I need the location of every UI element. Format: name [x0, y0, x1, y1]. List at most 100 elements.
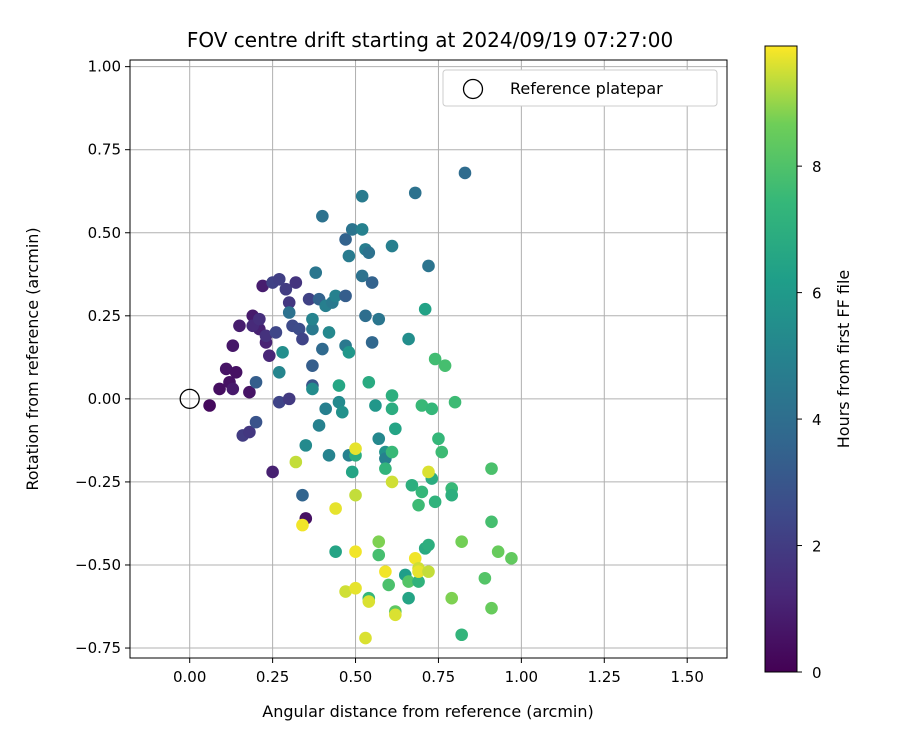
- data-point: [408, 552, 422, 565]
- data-point: [435, 445, 449, 459]
- data-point: [279, 282, 293, 296]
- data-point: [306, 382, 319, 396]
- data-point: [349, 545, 362, 558]
- data-point: [306, 312, 319, 326]
- x-tick-label: 0.25: [256, 668, 289, 686]
- data-point: [339, 233, 352, 246]
- data-point: [332, 395, 346, 409]
- data-point: [345, 223, 359, 236]
- colorbar-gradient: [764, 45, 798, 673]
- x-tick-label: 1.25: [588, 668, 621, 686]
- data-point: [355, 269, 369, 283]
- data-point: [299, 439, 313, 452]
- data-point: [296, 488, 309, 502]
- data-point: [233, 319, 246, 333]
- legend-hollow-circle-icon: [462, 78, 484, 100]
- data-point: [355, 223, 369, 236]
- data-point: [296, 518, 309, 532]
- data-point: [226, 339, 240, 353]
- data-point: [405, 478, 419, 492]
- data-point: [302, 292, 316, 306]
- data-point: [322, 326, 336, 339]
- data-point: [259, 329, 273, 343]
- data-point: [415, 485, 429, 499]
- x-axis-label: Angular distance from reference (arcmin): [262, 702, 593, 721]
- data-point: [342, 249, 356, 263]
- y-tick-label: 0.00: [88, 390, 121, 408]
- data-point: [289, 276, 303, 289]
- data-point: [282, 296, 296, 309]
- data-point: [408, 186, 422, 200]
- data-point: [272, 365, 286, 379]
- data-point: [306, 359, 319, 372]
- colorbar-tick-label: 4: [812, 411, 822, 429]
- data-point: [329, 545, 342, 558]
- data-point: [329, 502, 342, 515]
- data-point: [276, 346, 289, 359]
- legend-box: [442, 69, 718, 107]
- data-point: [292, 322, 306, 336]
- data-point: [415, 399, 429, 412]
- y-tick-label: −0.25: [75, 473, 121, 491]
- data-point: [379, 565, 392, 578]
- data-point: [385, 389, 399, 402]
- y-tick-label: −0.50: [75, 556, 121, 574]
- reference-marker-group: [179, 388, 200, 410]
- data-point: [226, 382, 240, 396]
- data-point: [329, 289, 342, 303]
- data-point: [478, 571, 492, 585]
- colorbar-tick-label: 8: [812, 158, 822, 176]
- data-point: [485, 515, 498, 529]
- data-point: [349, 488, 362, 502]
- data-point: [372, 432, 386, 446]
- chart-title: FOV centre drift starting at 2024/09/19 …: [187, 28, 673, 52]
- data-point: [362, 246, 376, 259]
- data-point: [203, 399, 216, 412]
- data-point: [425, 402, 439, 416]
- data-point: [249, 415, 263, 429]
- data-point: [422, 538, 435, 552]
- x-axis-ticks: 0.00 0.25 0.50 0.75 1.00 1.25 1.50: [173, 658, 704, 686]
- data-point: [428, 495, 442, 509]
- data-point: [296, 332, 309, 346]
- data-point: [253, 312, 266, 326]
- data-point: [309, 266, 323, 279]
- data-point: [312, 419, 326, 432]
- data-point: [382, 578, 396, 592]
- data-point: [412, 498, 425, 512]
- data-point: [243, 385, 256, 399]
- data-point: [332, 379, 346, 392]
- data-point: [445, 591, 459, 605]
- data-point: [282, 392, 296, 406]
- data-point: [385, 445, 399, 459]
- data-point: [402, 591, 415, 605]
- y-axis-label: Rotation from reference (arcmin): [23, 227, 42, 490]
- data-point: [263, 349, 276, 362]
- data-point: [322, 449, 336, 462]
- data-point: [272, 272, 286, 286]
- data-point: [339, 289, 352, 303]
- data-point: [269, 326, 283, 339]
- data-point: [365, 276, 379, 289]
- data-point: [432, 432, 445, 446]
- data-point: [422, 465, 435, 479]
- data-point: [266, 465, 279, 479]
- colorbar-tick-label: 6: [812, 285, 822, 303]
- data-point: [389, 608, 402, 622]
- colorbar-tick-label: 0: [812, 664, 822, 682]
- data-point: [445, 488, 459, 502]
- data-point: [289, 455, 303, 469]
- data-point: [505, 552, 518, 565]
- data-point: [428, 352, 442, 366]
- data-point: [385, 402, 399, 416]
- data-point: [316, 209, 329, 223]
- reference-platepar-marker: [179, 388, 200, 410]
- data-point: [369, 399, 382, 412]
- data-point: [219, 362, 233, 376]
- data-point: [282, 306, 296, 319]
- y-tick-label: −0.75: [75, 639, 121, 657]
- data-point: [448, 395, 462, 409]
- data-point: [412, 565, 425, 578]
- data-point: [359, 631, 372, 645]
